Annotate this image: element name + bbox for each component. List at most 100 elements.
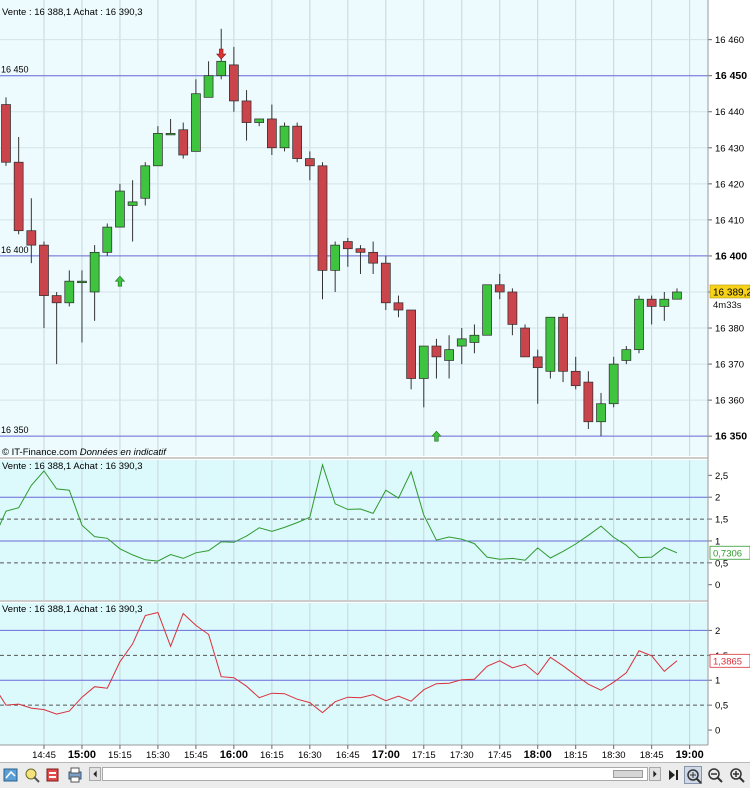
zoom-out-icon[interactable] xyxy=(706,766,724,784)
y-axis-tick-label: 1,5 xyxy=(715,515,728,526)
indicator-panel-1[interactable]: Vente : 16 388,1 Achat : 16 390,3 0 0,5 1 1… xyxy=(0,460,750,600)
y-axis-tick-label: 16 360 xyxy=(715,396,744,407)
buy-arrow-icon xyxy=(431,430,442,442)
candle-body xyxy=(608,363,619,405)
candle-down xyxy=(431,338,442,379)
candle-up xyxy=(469,324,480,354)
price-level-label: 16 350 xyxy=(1,425,29,435)
candle-down xyxy=(342,237,353,267)
x-axis-tick-label: 16:15 xyxy=(260,750,284,761)
y-axis-tick-label: 1 xyxy=(715,536,720,547)
candle-body xyxy=(494,284,505,293)
x-axis-tick-label: 17:30 xyxy=(450,750,474,761)
price-level-label: 16 400 xyxy=(1,245,29,255)
x-axis-tick-label: 19:00 xyxy=(676,749,704,761)
candle-up xyxy=(482,284,492,336)
candle-up xyxy=(634,295,644,354)
zoom-in-icon[interactable] xyxy=(728,766,746,784)
candle-body xyxy=(418,345,429,379)
candle-down xyxy=(570,356,581,390)
candle-up xyxy=(77,270,87,343)
candle-down xyxy=(583,371,594,429)
sell-arrow-icon xyxy=(216,48,227,60)
scroll-track[interactable] xyxy=(102,767,648,781)
candle-down xyxy=(292,122,303,163)
candle-up xyxy=(127,180,138,242)
candle-down xyxy=(380,255,391,311)
last-price-label: 16 389,2 xyxy=(713,287,750,298)
x-axis-tick-label: 17:45 xyxy=(488,750,512,761)
candle-body xyxy=(507,291,518,325)
zoom-area-icon[interactable] xyxy=(684,766,702,784)
arrow-tool-icon[interactable] xyxy=(2,766,20,784)
x-axis-tick-label: 18:15 xyxy=(564,750,588,761)
candle-up xyxy=(89,245,100,321)
y-axis-tick-label: 16 450 xyxy=(715,70,747,82)
scroll-right-arrow[interactable] xyxy=(649,767,661,781)
scroll-end-icon[interactable] xyxy=(664,766,682,784)
candle-up xyxy=(596,392,606,437)
candle-down xyxy=(1,97,11,166)
indicator-panel-2[interactable]: Vente : 16 388,1 Achat : 16 390,3 0 0,5 1 1… xyxy=(0,603,750,745)
x-axis-tick-label: 14:45 xyxy=(32,750,56,761)
trading-chart[interactable]: 16 450 16 400 16 350 Vente : 16 388,1 Acha… xyxy=(0,0,750,762)
candle-body xyxy=(39,244,49,296)
candle-body xyxy=(102,226,113,253)
candle-body xyxy=(330,244,341,271)
scroll-thumb[interactable] xyxy=(613,770,643,778)
indicator-1-quote: Vente : 16 388,1 Achat : 16 390,3 xyxy=(2,461,143,472)
candle-body xyxy=(520,327,530,358)
candle-body xyxy=(292,125,303,159)
candle-body xyxy=(26,230,37,246)
buy-arrow-icon xyxy=(114,275,126,287)
candle-body xyxy=(13,161,24,232)
candle-body xyxy=(634,298,644,351)
candle-down xyxy=(406,309,416,390)
candle-up xyxy=(444,335,454,379)
y-axis-tick-label: 2,5 xyxy=(715,471,728,482)
y-axis-tick-label: 0 xyxy=(715,580,720,591)
candle-body xyxy=(229,64,239,102)
candle-down xyxy=(393,295,404,318)
last-value-label: 1,3865 xyxy=(713,656,742,667)
x-axis-tick-label: 16:45 xyxy=(336,750,360,761)
price-panel-quote: Vente : 16 388,1 Achat : 16 390,3 xyxy=(2,7,143,18)
candle-down xyxy=(558,313,568,383)
candle-up xyxy=(621,346,632,365)
candle-down xyxy=(241,90,252,141)
layers-tool-icon[interactable] xyxy=(44,766,62,784)
candle-up xyxy=(115,183,125,228)
candle-body xyxy=(51,295,62,304)
price-panel[interactable]: 16 450 16 400 16 350 Vente : 16 388,1 Acha… xyxy=(0,0,750,458)
candle-up xyxy=(330,241,341,292)
candle-body xyxy=(406,309,416,379)
candle-down xyxy=(494,273,505,300)
last-price-badge xyxy=(709,284,750,299)
candle-body xyxy=(646,298,657,307)
candle-down xyxy=(304,151,315,181)
y-axis-tick-label: 2 xyxy=(715,493,720,504)
candle-body xyxy=(317,165,328,271)
y-axis-tick-label: 0,5 xyxy=(715,558,728,569)
candle-body xyxy=(1,104,11,163)
candle-body xyxy=(469,334,480,343)
y-axis-tick-label: 16 460 xyxy=(715,35,744,46)
y-axis-tick-label: 16 440 xyxy=(715,107,744,118)
x-axis-tick-label: 17:00 xyxy=(372,749,400,761)
indicator-tool-icon[interactable] xyxy=(23,766,41,784)
candle-body xyxy=(115,190,125,228)
candle-up xyxy=(659,291,670,321)
scroll-left-arrow[interactable] xyxy=(89,767,101,781)
candle-body xyxy=(203,75,214,98)
candle-body xyxy=(596,403,606,423)
candle-up xyxy=(153,126,163,167)
candle-body xyxy=(89,251,100,293)
candle-down xyxy=(368,241,378,274)
candle-down xyxy=(507,288,518,336)
candle-body xyxy=(672,291,682,300)
candle-up xyxy=(165,118,176,136)
candle-body xyxy=(570,370,581,387)
candle-body xyxy=(77,280,87,284)
y-axis-tick-label: 0 xyxy=(715,726,720,737)
print-tool-icon[interactable] xyxy=(66,766,84,784)
